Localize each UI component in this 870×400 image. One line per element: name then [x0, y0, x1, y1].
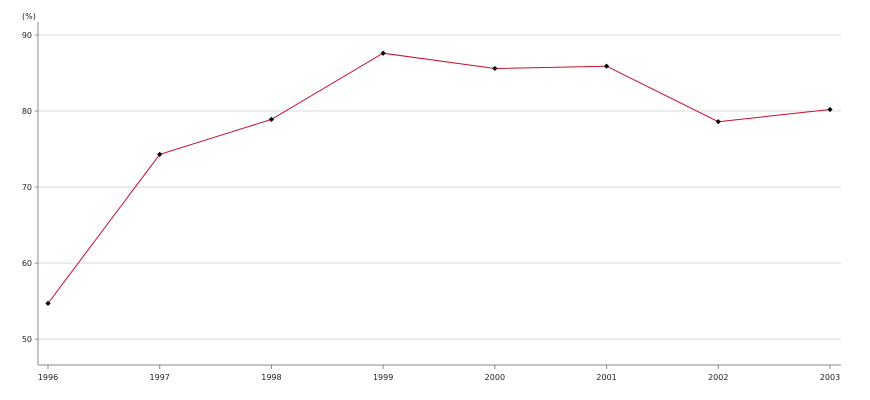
data-point	[268, 116, 275, 123]
x-tick-label: 2002	[708, 373, 728, 382]
y-tick-label: 60	[22, 259, 32, 268]
data-point	[715, 119, 721, 125]
axes	[37, 22, 841, 366]
y-tick-label: 80	[22, 107, 32, 116]
data-point	[45, 300, 51, 307]
x-tick-label: 1999	[373, 373, 393, 382]
y-tick-label: 90	[22, 31, 32, 40]
x-tick-label: 1997	[150, 373, 170, 382]
data-point	[157, 151, 163, 157]
x-tick-label: 2003	[820, 373, 840, 382]
data-point	[603, 63, 610, 69]
data-point	[827, 106, 833, 113]
y-tick-label: 50	[22, 335, 32, 344]
y-tick-labels: 50 60 70 80 90	[22, 31, 38, 344]
x-tick-label: 2001	[596, 373, 616, 382]
data-point	[380, 50, 386, 56]
y-tick-label: 70	[22, 183, 32, 192]
gridlines	[38, 34, 841, 340]
x-tick-labels: 1996 1997 1998 1999 2000 2001 2002 2003	[38, 365, 840, 382]
x-tick-label: 2000	[485, 373, 505, 382]
series-line	[47, 52, 831, 304]
data-point	[492, 65, 498, 72]
x-tick-label: 1996	[38, 373, 58, 382]
x-tick-label: 1998	[261, 373, 281, 382]
series	[45, 50, 833, 307]
y-axis-unit-label: (%)	[22, 12, 36, 21]
